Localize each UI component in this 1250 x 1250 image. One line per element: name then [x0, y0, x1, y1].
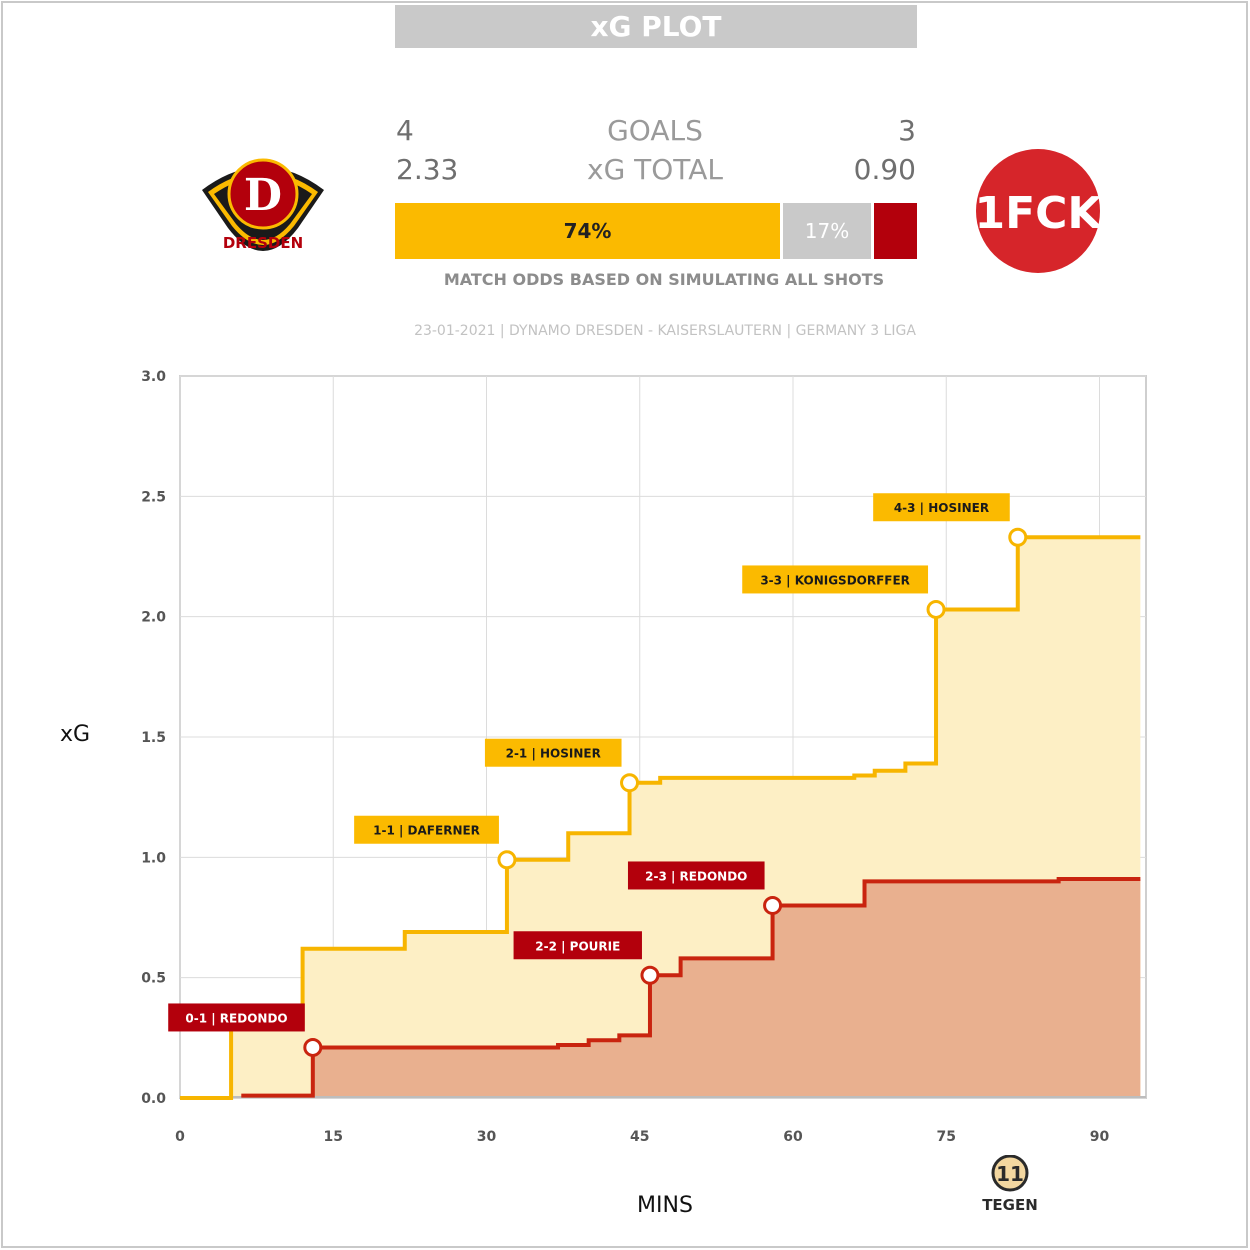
- goal-annotation-label: 2-3 | REDONDO: [645, 869, 747, 883]
- x-tick-label: 30: [477, 1129, 497, 1145]
- brand-logo: 11 TEGEN: [960, 1154, 1060, 1215]
- away-win-odds: [874, 203, 917, 259]
- away-xg-line: [241, 876, 1141, 1098]
- goal-marker: [1008, 527, 1028, 547]
- away-logo-text: 1FCK: [974, 188, 1103, 239]
- away-xg-total: 0.90: [853, 153, 916, 186]
- home-team-logo: D DRESDEN: [202, 158, 324, 252]
- home-xg-line: [180, 535, 1141, 1100]
- x-tick-label: 45: [630, 1129, 649, 1145]
- match-info: 23-01-2021 | DYNAMO DRESDEN - KAISERSLAU…: [414, 323, 916, 339]
- x-axis-label: MINS: [637, 1193, 693, 1218]
- x-tick-label: 90: [1090, 1129, 1110, 1145]
- goal-annotation-box: [513, 931, 642, 960]
- goal-annotation-box: [873, 493, 1010, 522]
- goal-annotation-box: [484, 738, 622, 767]
- goal-annotation-box: [354, 815, 499, 844]
- y-tick-label: 0.5: [141, 971, 166, 987]
- home-win-odds: 74%: [395, 203, 780, 259]
- x-tick-label: 0: [175, 1129, 185, 1145]
- home-xg-total: 2.33: [396, 153, 459, 186]
- goal-marker: [620, 773, 640, 793]
- y-tick-label: 2.5: [141, 489, 166, 505]
- brand-name: TEGEN: [982, 1196, 1038, 1214]
- goal-marker: [763, 895, 783, 915]
- goal-annotation-label: 3-3 | KONIGSDORFFER: [760, 573, 910, 587]
- away-team-logo: 1FCK: [974, 149, 1103, 273]
- goal-annotation-label: 2-2 | POURIE: [535, 939, 620, 953]
- page-title: xG PLOT: [395, 5, 917, 48]
- home-goals: 4: [396, 114, 414, 147]
- y-tick-label: 1.5: [141, 730, 166, 746]
- y-tick-label: 3.0: [141, 369, 166, 385]
- home-logo-letter: D: [244, 170, 282, 221]
- goal-marker: [303, 1037, 323, 1057]
- y-tick-label: 0.0: [141, 1091, 166, 1107]
- goal-annotation-label: 1-1 | DAFERNER: [373, 824, 480, 838]
- goal-marker: [926, 599, 946, 619]
- goal-marker: [497, 850, 517, 870]
- goal-annotation-label: 2-1 | HOSINER: [506, 747, 601, 761]
- goal-annotation-box: [742, 565, 929, 594]
- x-tick-label: 15: [324, 1129, 343, 1145]
- goal-marker: [640, 965, 660, 985]
- goal-annotation-box: [168, 1003, 305, 1032]
- odds-caption: MATCH ODDS BASED ON SIMULATING ALL SHOTS: [443, 270, 885, 289]
- goals-label: GOALS: [607, 114, 703, 147]
- draw-odds: 17%: [783, 203, 871, 259]
- away-goals: 3: [898, 114, 916, 147]
- xg-total-label: xG TOTAL: [587, 153, 723, 186]
- goal-annotation-label: 4-3 | HOSINER: [894, 501, 989, 515]
- goal-annotation-box: [627, 861, 765, 890]
- y-axis-label: xG: [59, 722, 91, 747]
- y-tick-label: 2.0: [141, 610, 166, 626]
- goal-annotation-label: 0-1 | REDONDO: [185, 1011, 287, 1025]
- x-tick-label: 60: [783, 1129, 803, 1145]
- home-logo-text: DRESDEN: [223, 234, 303, 252]
- match-odds-bar: 74% 17%: [395, 203, 917, 259]
- x-tick-label: 75: [937, 1129, 956, 1145]
- y-tick-label: 1.0: [141, 850, 166, 866]
- away-xg-area: [241, 878, 1141, 1098]
- brand-mark: 11: [996, 1162, 1024, 1186]
